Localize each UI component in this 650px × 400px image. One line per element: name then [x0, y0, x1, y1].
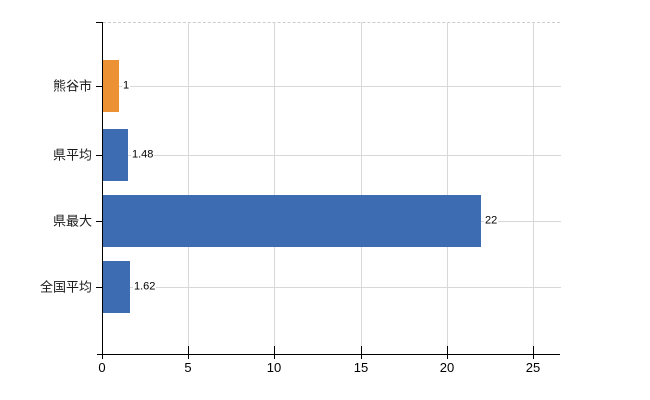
bar-3: [103, 261, 130, 313]
value-label: 1.62: [133, 280, 157, 294]
y-axis: [102, 22, 103, 355]
bar-1: [103, 129, 128, 181]
x-gridline: [274, 22, 275, 354]
y-axis-top-cap: [96, 22, 102, 23]
x-axis-tick: [447, 346, 448, 359]
plot-top-border: [103, 22, 560, 23]
x-gridline: [533, 22, 534, 354]
x-axis-tick: [361, 346, 362, 359]
category-gridline: [103, 155, 561, 156]
category-axis-tick: [96, 86, 102, 87]
bar-2: [103, 195, 481, 247]
value-label: 1.48: [131, 148, 155, 162]
x-axis-tick: [188, 346, 189, 359]
category-axis-tick: [96, 155, 102, 156]
category-gridline: [103, 287, 561, 288]
x-tick-label: 15: [353, 360, 369, 375]
value-label: 22: [484, 214, 499, 228]
x-gridline: [447, 22, 448, 354]
category-label: 県平均: [52, 147, 92, 163]
x-axis-tick: [533, 346, 534, 359]
x-axis: [97, 354, 560, 355]
value-label: 1: [122, 79, 131, 93]
x-tick-label: 0: [98, 360, 106, 375]
category-axis-tick: [96, 221, 102, 222]
x-axis-tick: [274, 346, 275, 359]
category-gridline: [103, 86, 561, 87]
x-tick-label: 5: [184, 360, 192, 375]
x-gridline: [188, 22, 189, 354]
x-tick-label: 10: [266, 360, 282, 375]
category-label: 全国平均: [39, 279, 92, 295]
category-label: 県最大: [52, 213, 92, 229]
x-tick-label: 25: [525, 360, 541, 375]
x-gridline: [361, 22, 362, 354]
category-axis-tick: [96, 287, 102, 288]
category-label: 熊谷市: [52, 78, 92, 94]
x-tick-label: 20: [439, 360, 455, 375]
bar-0: [103, 60, 119, 112]
